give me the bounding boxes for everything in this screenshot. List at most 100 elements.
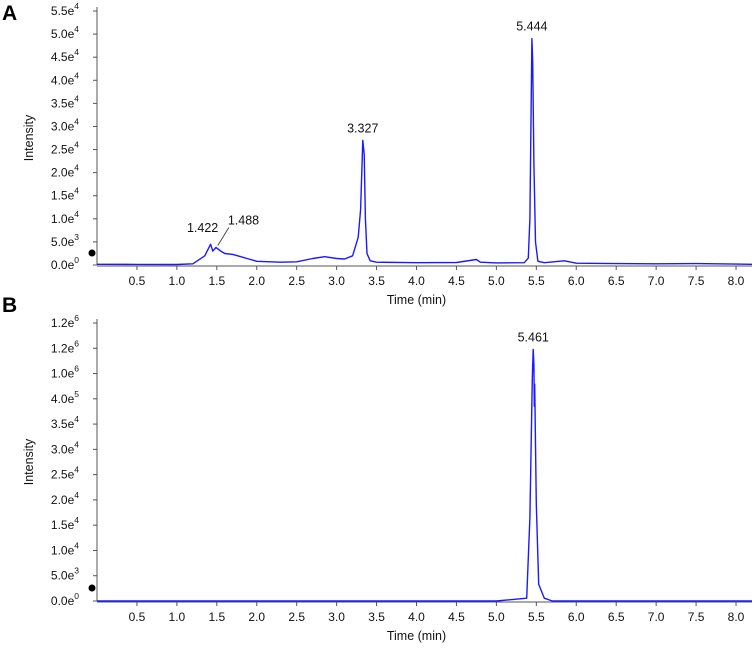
panel-b-y-axis: 0.0e0 5.0e3 1.0e4 1.5e4 2.0e4 2.5e4 3.0e4 3.5e4… bbox=[51, 313, 98, 608]
x-tick-label: 7.0 bbox=[648, 274, 665, 288]
x-tick-label: 0.5 bbox=[129, 274, 146, 288]
y-tick-label: 2.0e4 bbox=[51, 490, 79, 507]
y-tick-label: 3.5e4 bbox=[51, 414, 79, 431]
y-tick-exponent: 4 bbox=[74, 490, 79, 500]
panel-b-origin-marker bbox=[88, 584, 96, 592]
y-tick-exponent: 0 bbox=[74, 255, 79, 265]
panel-b-annotations: 5.461 bbox=[518, 330, 549, 344]
y-tick-label: 2.0e4 bbox=[51, 163, 79, 180]
y-tick-exponent: 4 bbox=[74, 414, 79, 424]
x-tick-label: 7.5 bbox=[688, 610, 705, 624]
x-tick-label: 2.0 bbox=[248, 610, 265, 624]
panel-a-annotations: 1.422 1.488 3.327 5.444 bbox=[187, 20, 548, 246]
x-tick-label: 6.0 bbox=[568, 274, 585, 288]
x-tick-label: 7.5 bbox=[688, 274, 705, 288]
y-tick-exponent: 5 bbox=[74, 389, 79, 399]
peak-label: 5.444 bbox=[516, 20, 547, 34]
y-tick-exponent: 6 bbox=[74, 338, 79, 348]
y-tick-exponent: 4 bbox=[74, 24, 79, 34]
panel-b-x-axis-title: Time (min) bbox=[387, 629, 446, 643]
panel-a-trace bbox=[96, 38, 753, 266]
panel-a-x-axis-title: Time (min) bbox=[387, 293, 446, 307]
y-tick-label: 5.0e3 bbox=[51, 232, 79, 249]
x-tick-label: 4.0 bbox=[408, 610, 425, 624]
panel-a-y-axis-title: Intensity bbox=[22, 114, 36, 161]
x-tick-label: 8.0 bbox=[728, 274, 745, 288]
y-tick-exponent: 4 bbox=[74, 140, 79, 150]
x-tick-label: 5.0 bbox=[488, 610, 505, 624]
x-tick-label: 0.5 bbox=[129, 610, 146, 624]
y-tick-exponent: 4 bbox=[74, 515, 79, 525]
panel-a-letter: A bbox=[2, 2, 17, 25]
y-tick-label: 1.0e4 bbox=[51, 540, 79, 557]
y-tick-label: 4.0e5 bbox=[51, 389, 79, 406]
y-tick-exponent: 4 bbox=[74, 163, 79, 173]
x-tick-label: 3.5 bbox=[368, 610, 385, 624]
y-tick-exponent: 0 bbox=[74, 591, 79, 601]
x-tick-label: 1.5 bbox=[208, 610, 225, 624]
x-tick-label: 1.0 bbox=[169, 274, 186, 288]
y-tick-label: 0.0e0 bbox=[51, 255, 79, 272]
x-tick-label: 3.0 bbox=[328, 610, 345, 624]
y-tick-label: 1.2e6 bbox=[51, 313, 79, 330]
x-tick-label: 6.0 bbox=[568, 610, 585, 624]
x-tick-label: 8.0 bbox=[728, 610, 745, 624]
y-tick-exponent: 4 bbox=[74, 70, 79, 80]
x-tick-label: 2.0 bbox=[248, 274, 265, 288]
peak-label: 5.461 bbox=[518, 330, 549, 344]
y-tick-label: 5.5e4 bbox=[51, 1, 79, 18]
x-tick-label: 4.5 bbox=[448, 610, 465, 624]
peak-label: 1.422 bbox=[187, 221, 218, 235]
panel-b-letter: B bbox=[2, 294, 17, 317]
y-tick-label: 4.0e4 bbox=[51, 70, 79, 87]
y-tick-exponent: 4 bbox=[74, 116, 79, 126]
y-tick-label: 1.5e4 bbox=[51, 186, 79, 203]
x-tick-label: 2.5 bbox=[288, 274, 305, 288]
panel-a-x-axis: 0.5 1.0 1.5 2.0 2.5 3.0 3.5 4.0 4.5 5.0 5.5 6.0 6.5 7… bbox=[97, 265, 752, 288]
x-tick-label: 1.0 bbox=[169, 610, 186, 624]
y-tick-label: 1.2e6 bbox=[51, 338, 79, 355]
y-tick-label: 5.0e3 bbox=[51, 566, 79, 583]
x-tick-label: 5.5 bbox=[528, 274, 545, 288]
x-tick-label: 4.0 bbox=[408, 274, 425, 288]
x-tick-label: 5.0 bbox=[488, 274, 505, 288]
panel-b: B 0.0e0 5.0e3 1.0e4 1.5e4 2.0e4 2.5e4 3.0e4 3.5… bbox=[2, 294, 752, 643]
x-tick-label: 2.5 bbox=[288, 610, 305, 624]
x-tick-label: 3.0 bbox=[328, 274, 345, 288]
y-tick-exponent: 6 bbox=[74, 364, 79, 374]
x-tick-label: 1.5 bbox=[208, 274, 225, 288]
x-tick-label: 4.5 bbox=[448, 274, 465, 288]
y-tick-exponent: 4 bbox=[74, 47, 79, 57]
x-tick-label: 6.5 bbox=[608, 610, 625, 624]
y-tick-exponent: 4 bbox=[74, 439, 79, 449]
y-tick-exponent: 4 bbox=[74, 465, 79, 475]
peak-label: 1.488 bbox=[228, 213, 259, 227]
y-tick-label: 3.0e4 bbox=[51, 116, 79, 133]
y-tick-label: 1.0e6 bbox=[51, 364, 79, 381]
y-tick-exponent: 4 bbox=[74, 186, 79, 196]
y-tick-exponent: 3 bbox=[74, 566, 79, 576]
y-tick-label: 5.0e4 bbox=[51, 24, 79, 41]
y-tick-label: 2.5e4 bbox=[51, 140, 79, 157]
peak-label: 3.327 bbox=[347, 121, 378, 135]
x-tick-label: 5.5 bbox=[528, 610, 545, 624]
y-tick-exponent: 4 bbox=[74, 93, 79, 103]
panel-a-origin-marker bbox=[88, 249, 96, 257]
x-tick-label: 7.0 bbox=[648, 610, 665, 624]
peak-label-leader bbox=[217, 227, 230, 246]
panel-b-y-axis-title: Intensity bbox=[22, 438, 36, 485]
panel-a-y-axis: 0.0e0 5.0e3 1.0e4 1.5e4 2.0e4 2.5e4 3.0e4 3.5e4… bbox=[51, 1, 98, 272]
panel-a: A 0.0e0 5.0e3 1.0e4 1.5e4 2.0e4 2.5e4 3.0e4 3.5… bbox=[2, 1, 753, 307]
panel-b-x-axis: 0.5 1.0 1.5 2.0 2.5 3.0 3.5 4.0 4.5 5.0 5.5 6.0 6.5 7… bbox=[97, 601, 752, 624]
y-tick-label: 2.5e4 bbox=[51, 465, 79, 482]
y-tick-label: 3.0e4 bbox=[51, 439, 79, 456]
x-tick-label: 6.5 bbox=[608, 274, 625, 288]
y-tick-label: 4.5e4 bbox=[51, 47, 79, 64]
x-tick-label: 3.5 bbox=[368, 274, 385, 288]
y-tick-label: 3.5e4 bbox=[51, 93, 79, 110]
y-tick-exponent: 4 bbox=[74, 540, 79, 550]
y-tick-exponent: 6 bbox=[74, 313, 79, 323]
panel-b-trace bbox=[97, 348, 752, 602]
y-tick-label: 1.5e4 bbox=[51, 515, 79, 532]
